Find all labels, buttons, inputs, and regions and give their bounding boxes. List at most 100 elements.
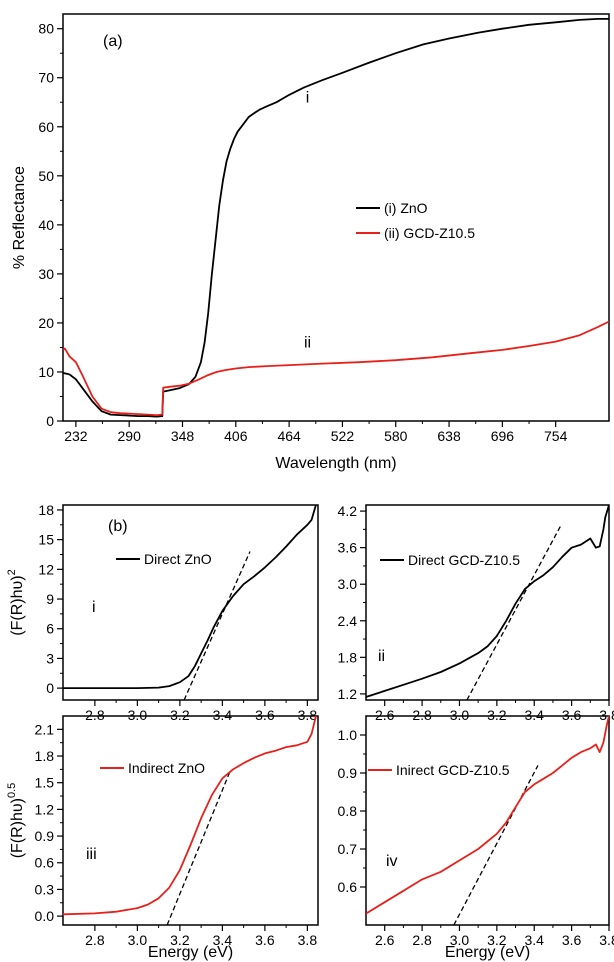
y-tick-label-b-iv: 0.8 bbox=[338, 803, 358, 819]
y-tick-label-b-i: 3 bbox=[46, 650, 54, 666]
plot-frame-b-iv bbox=[365, 715, 610, 926]
y-axis-label-b-i: (F(R)hυ)2 bbox=[6, 569, 26, 635]
x-tick-label-b-iii: 3.8 bbox=[298, 932, 318, 948]
y-tick-label-b-ii: 3.6 bbox=[338, 540, 358, 556]
x-tick-label-b-ii: 3.6 bbox=[562, 707, 582, 723]
y-axis-label-a: % Reflectance bbox=[11, 166, 28, 269]
y-tick-label-b-iii: 0.6 bbox=[35, 855, 55, 871]
x-tick-label-b-iii: 3.0 bbox=[128, 932, 148, 948]
x-tick-label-a: 580 bbox=[384, 428, 408, 444]
tangent-fit-line-b-iii bbox=[166, 769, 232, 925]
x-tick-label-a: 754 bbox=[544, 428, 568, 444]
y-axis-label-superscript: 0.5 bbox=[6, 783, 18, 798]
x-tick-label-a: 290 bbox=[118, 428, 142, 444]
y-tick-label-b-i: 9 bbox=[46, 591, 54, 607]
x-tick-label-b-iii: 2.8 bbox=[85, 932, 105, 948]
series-line-b-iv-0 bbox=[366, 716, 609, 915]
panel-roman-b-i: i bbox=[92, 599, 96, 616]
x-tick-label-b-iii: 3.2 bbox=[170, 932, 190, 948]
y-tick-label-b-iv: 0.9 bbox=[338, 765, 358, 781]
x-tick-label-b-ii: 3.2 bbox=[487, 707, 507, 723]
x-tick-label-b-ii: 2.6 bbox=[375, 707, 395, 723]
x-tick-label-b-iv: 3.8 bbox=[599, 932, 614, 948]
legend-label-a: (i) ZnO bbox=[384, 200, 428, 216]
y-axis-label-superscript: 2 bbox=[6, 569, 18, 575]
x-tick-label-a: 464 bbox=[277, 428, 301, 444]
x-axis-label-b-iv: Energy (eV) bbox=[445, 944, 530, 961]
tangent-fit-line-b-iv bbox=[453, 765, 539, 925]
y-axis-label-base: (F(R)hυ) bbox=[9, 575, 26, 635]
y-tick-label-b-i: 6 bbox=[46, 621, 54, 637]
y-tick-label-a: 40 bbox=[38, 217, 54, 233]
legend-label-a: (ii) GCD-Z10.5 bbox=[384, 225, 475, 241]
tangent-fit-line-b-ii bbox=[466, 526, 561, 700]
x-tick-label-b-iv: 3.4 bbox=[524, 932, 544, 948]
legend-label-b-iv: Inirect GCD-Z10.5 bbox=[396, 762, 510, 778]
tangent-fit-line-b-i bbox=[183, 551, 251, 700]
y-tick-label-b-i: 12 bbox=[38, 561, 54, 577]
y-tick-label-b-i: 18 bbox=[38, 502, 54, 518]
x-tick-label-b-i: 3.0 bbox=[128, 707, 148, 723]
x-tick-label-a: 348 bbox=[171, 428, 195, 444]
plot-frame-a bbox=[62, 13, 610, 422]
x-tick-label-b-i: 3.8 bbox=[298, 707, 318, 723]
y-tick-label-a: 80 bbox=[38, 21, 54, 37]
series-line-b-i-0 bbox=[63, 505, 317, 689]
y-tick-label-b-ii: 1.2 bbox=[338, 686, 358, 702]
x-tick-label-a: 522 bbox=[331, 428, 355, 444]
x-axis-label-a: Wavelength (nm) bbox=[275, 455, 396, 472]
y-tick-label-b-iv: 0.7 bbox=[338, 841, 358, 857]
y-tick-label-a: 20 bbox=[38, 315, 54, 331]
panel-b-iii: 2.8 3.0 3.2 3.4 3.6 3.8 0.0 0.3 0.6 0.9 1.2 1.5 1.8 2… bbox=[6, 715, 319, 961]
x-tick-label-b-iv: 3.2 bbox=[487, 932, 507, 948]
y-tick-label-b-ii: 2.4 bbox=[338, 613, 358, 629]
y-tick-label-b-iv: 0.6 bbox=[338, 879, 358, 895]
x-tick-label-b-iii: 3.6 bbox=[255, 932, 275, 948]
series-line-a-0 bbox=[63, 17, 609, 418]
y-tick-label-b-iii: 1.5 bbox=[35, 775, 55, 791]
x-tick-label-a: 406 bbox=[224, 428, 248, 444]
panel-b-ii: 2.6 2.8 3.0 3.2 3.4 3.6 3.8 1.2 1.8 2.4 3.0 3.6 4.2 D… bbox=[338, 503, 614, 723]
panel-roman-b-iv: iv bbox=[386, 853, 398, 870]
x-tick-label-b-iv: 3.6 bbox=[562, 932, 582, 948]
panel-b-iv: 2.6 2.8 3.0 3.2 3.4 3.6 3.8 0.6 0.7 0.8 0.9 1.0 Ener… bbox=[338, 715, 614, 961]
y-tick-label-b-ii: 1.8 bbox=[338, 649, 358, 665]
x-tick-label-a: 232 bbox=[64, 428, 88, 444]
x-tick-label-b-iv: 3.0 bbox=[450, 932, 470, 948]
y-axis-label-b-iii: (F(R)hυ)0.5 bbox=[6, 783, 26, 859]
series-line-a-1 bbox=[63, 320, 609, 417]
y-tick-label-a: 70 bbox=[38, 70, 54, 86]
x-tick-label-b-i: 2.8 bbox=[85, 707, 105, 723]
x-tick-label-a: 638 bbox=[437, 428, 461, 444]
y-tick-label-b-iii: 2.1 bbox=[35, 721, 55, 737]
y-tick-label-b-ii: 4.2 bbox=[338, 503, 358, 519]
plot-frame-b-ii bbox=[365, 504, 610, 701]
y-axis-label-base: % Reflectance bbox=[11, 166, 28, 269]
y-tick-label-b-iii: 1.8 bbox=[35, 748, 55, 764]
x-tick-label-b-i: 3.6 bbox=[255, 707, 275, 723]
x-axis-label-b-iii: Energy (eV) bbox=[148, 944, 233, 961]
y-tick-label-a: 50 bbox=[38, 168, 54, 184]
y-tick-label-b-iii: 0.9 bbox=[35, 828, 55, 844]
y-tick-label-a: 60 bbox=[38, 119, 54, 135]
panel-a: 232 290 348 406 464 522 580 638 696 754 0 10 20 30 40 5… bbox=[11, 13, 610, 472]
x-tick-label-b-ii: 3.8 bbox=[599, 707, 614, 723]
y-tick-label-b-i: 0 bbox=[46, 680, 54, 696]
y-tick-label-a: 30 bbox=[38, 266, 54, 282]
x-tick-label-b-i: 3.4 bbox=[213, 707, 233, 723]
x-tick-label-b-iii: 3.4 bbox=[213, 932, 233, 948]
y-tick-label-a: 10 bbox=[38, 364, 54, 380]
x-tick-label-b-ii: 2.8 bbox=[412, 707, 432, 723]
plot-frame-b-iii bbox=[62, 715, 319, 926]
x-tick-label-b-ii: 3.0 bbox=[450, 707, 470, 723]
y-tick-label-a: 0 bbox=[46, 413, 54, 429]
y-tick-label-b-iii: 0.3 bbox=[35, 881, 55, 897]
curve-annotation-a: i bbox=[306, 89, 310, 106]
x-tick-label-b-ii: 3.4 bbox=[524, 707, 544, 723]
x-tick-label-b-i: 3.2 bbox=[170, 707, 190, 723]
x-tick-label-b-iv: 2.8 bbox=[412, 932, 432, 948]
legend-label-b-iii: Indirect ZnO bbox=[128, 760, 205, 776]
x-tick-label-b-iv: 2.6 bbox=[375, 932, 395, 948]
x-tick-label-a: 696 bbox=[491, 428, 515, 444]
